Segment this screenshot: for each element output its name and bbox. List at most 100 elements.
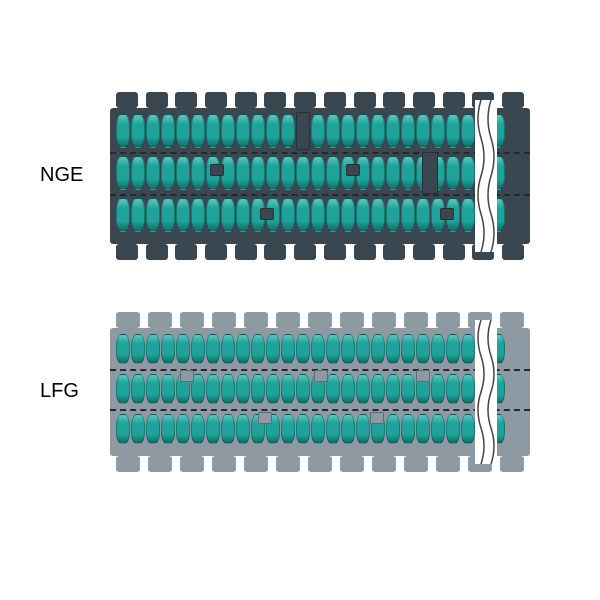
connector-tab (180, 370, 194, 382)
roller-row (110, 156, 530, 190)
edge-lug (264, 92, 286, 108)
roller (431, 374, 445, 404)
roller (341, 374, 355, 404)
edge-lug (372, 312, 396, 328)
edge-lug (294, 92, 316, 108)
roller (446, 414, 460, 444)
edge-lug (264, 244, 286, 260)
label-lfg: LFG (40, 380, 79, 403)
connector-tab (422, 152, 438, 194)
roller (206, 114, 220, 148)
roller (176, 156, 190, 190)
roller (221, 114, 235, 148)
roller (401, 114, 415, 148)
connector-tab (210, 164, 224, 176)
roller (161, 156, 175, 190)
roller (251, 114, 265, 148)
roller (131, 414, 145, 444)
roller (401, 334, 415, 364)
connector-tab (416, 370, 430, 382)
edge-lug (404, 312, 428, 328)
roller (371, 114, 385, 148)
edge-lug (502, 92, 524, 108)
edge-lug (324, 92, 346, 108)
edge-lug (500, 312, 524, 328)
roller (311, 156, 325, 190)
roller (461, 414, 475, 444)
edge-lug (500, 456, 524, 472)
edge-lug (148, 312, 172, 328)
roller (146, 114, 160, 148)
roller (206, 374, 220, 404)
edge-lug (383, 92, 405, 108)
roller (281, 414, 295, 444)
roller (191, 114, 205, 148)
belt-panel-nge (110, 108, 530, 244)
roller (296, 334, 310, 364)
roller-row (110, 198, 530, 232)
roller (461, 114, 475, 148)
roller (266, 156, 280, 190)
edge-lug (235, 92, 257, 108)
roller-row (110, 414, 530, 444)
edge-lug (175, 244, 197, 260)
roller (386, 414, 400, 444)
roller (251, 156, 265, 190)
connector-tab (296, 112, 310, 150)
edge-lug (413, 244, 435, 260)
roller (371, 374, 385, 404)
roller (221, 198, 235, 232)
roller (401, 414, 415, 444)
edge-lug (443, 244, 465, 260)
roller (431, 334, 445, 364)
diagram-canvas: NGE LFG (0, 0, 600, 600)
roller (401, 156, 415, 190)
roller (341, 114, 355, 148)
roller (326, 374, 340, 404)
edge-lug (116, 456, 140, 472)
roller (116, 334, 130, 364)
roller (461, 156, 475, 190)
roller (311, 334, 325, 364)
roller (326, 414, 340, 444)
edge-lug (146, 92, 168, 108)
roller (431, 114, 445, 148)
roller (326, 114, 340, 148)
continuation-break (475, 100, 497, 252)
roller (446, 374, 460, 404)
roller (371, 198, 385, 232)
roller (191, 156, 205, 190)
roller (251, 374, 265, 404)
roller (401, 374, 415, 404)
roller (176, 114, 190, 148)
roller (116, 198, 130, 232)
roller (386, 374, 400, 404)
roller (191, 334, 205, 364)
edge-lug (383, 244, 405, 260)
roller (206, 414, 220, 444)
roller (356, 374, 370, 404)
roller (296, 414, 310, 444)
edge-lug (116, 244, 138, 260)
roller (116, 156, 130, 190)
roller (416, 334, 430, 364)
connector-tab (260, 208, 274, 220)
roller (386, 114, 400, 148)
belt-panel-lfg (110, 328, 530, 456)
roller (236, 374, 250, 404)
roller (236, 414, 250, 444)
edge-lug (148, 456, 172, 472)
roller (266, 374, 280, 404)
roller (311, 414, 325, 444)
roller (221, 374, 235, 404)
edge-lug (502, 244, 524, 260)
roller (131, 198, 145, 232)
edge-lug (205, 244, 227, 260)
roller (131, 334, 145, 364)
roller (461, 374, 475, 404)
roller (116, 114, 130, 148)
roller (416, 198, 430, 232)
roller (161, 374, 175, 404)
roller (446, 156, 460, 190)
roller (356, 334, 370, 364)
